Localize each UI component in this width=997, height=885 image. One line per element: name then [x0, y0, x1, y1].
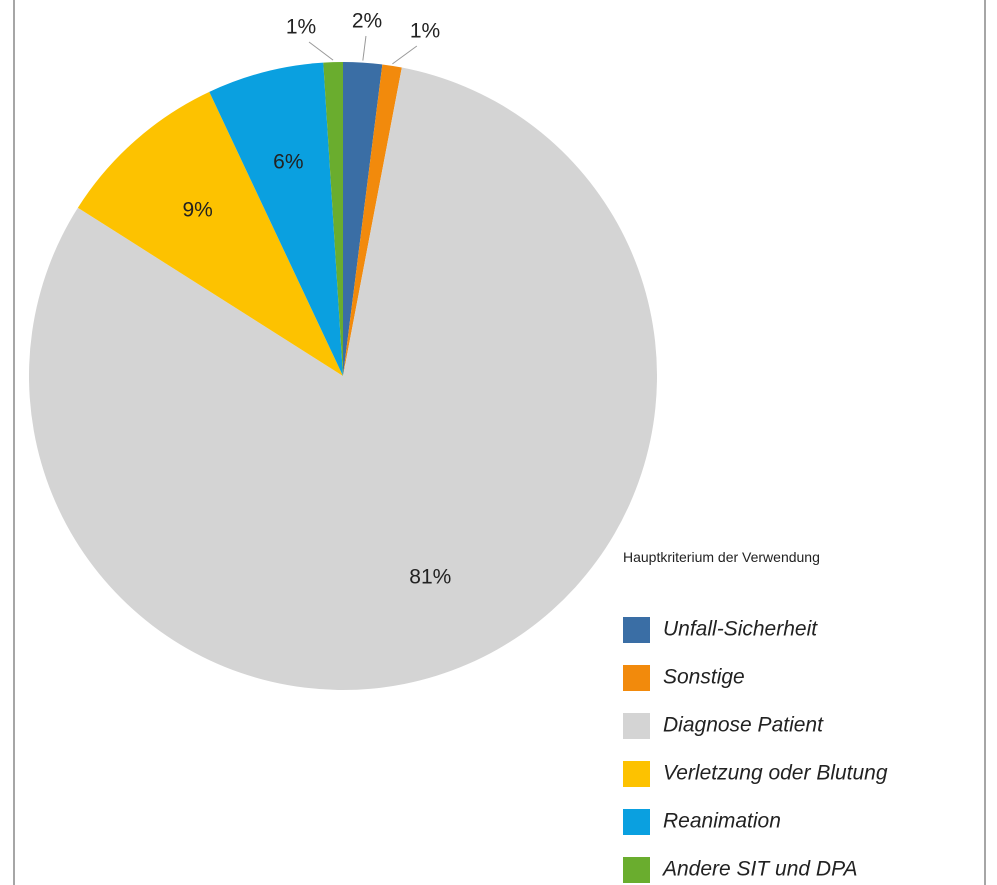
legend-swatch	[623, 665, 650, 691]
legend-title: Hauptkriterium der Verwendung	[623, 549, 820, 565]
data-label: 6%	[273, 151, 303, 174]
legend-label: Unfall-Sicherheit	[663, 618, 818, 641]
pie-slice	[343, 64, 402, 376]
pie-slice	[28, 67, 657, 691]
legend-label: Andere SIT und DPA	[661, 858, 858, 881]
leader-line	[308, 41, 334, 61]
legend-label: Sonstige	[663, 666, 745, 689]
data-label: 1%	[286, 16, 316, 39]
leader-line	[392, 45, 418, 65]
legend-swatch	[623, 761, 650, 787]
data-label: 1%	[410, 20, 440, 43]
pie-slice	[343, 62, 383, 376]
leader-line	[362, 35, 367, 61]
legend-label: Verletzung oder Blutung	[663, 762, 888, 785]
pie-slice	[323, 62, 343, 376]
data-label: 9%	[182, 199, 212, 222]
legend-label: Diagnose Patient	[663, 714, 824, 737]
legend-label: Reanimation	[663, 810, 781, 833]
legend-swatch	[623, 713, 650, 739]
data-label: 2%	[352, 10, 382, 33]
data-label: 81%	[409, 565, 451, 588]
pie-slice	[209, 62, 343, 377]
legend-swatch	[623, 809, 650, 835]
legend-swatch	[623, 617, 650, 643]
pie-slice	[77, 91, 343, 376]
legend-swatch	[623, 857, 650, 883]
